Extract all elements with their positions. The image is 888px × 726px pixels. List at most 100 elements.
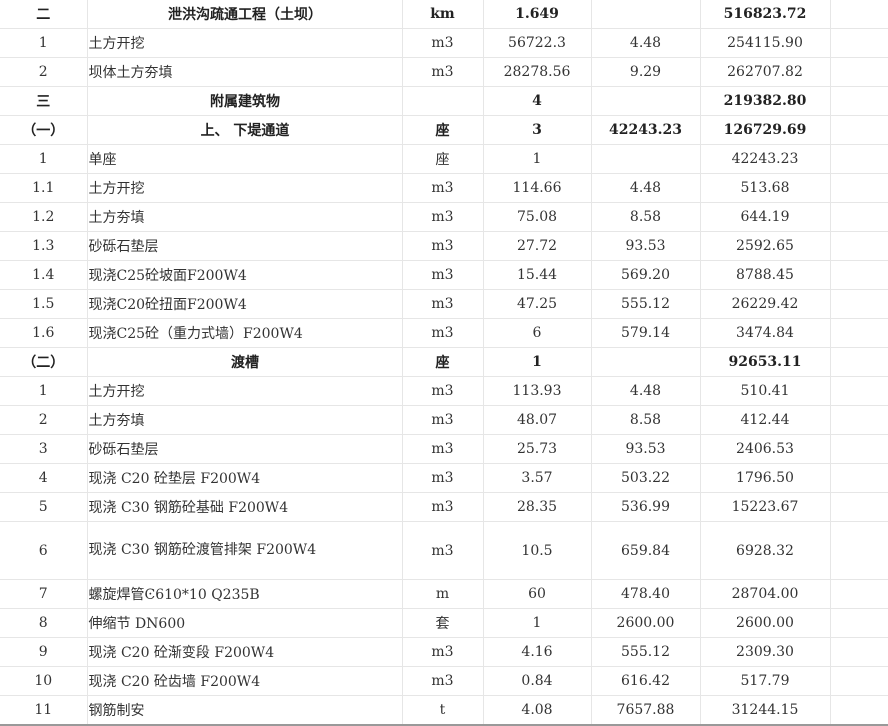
amount-cell: 28704.00 [699,579,831,609]
empty-cell [829,260,888,290]
empty-cell [829,115,888,145]
table-row: 1.4 现浇C25砼坡面F200W4 m3 15.44 569.20 8788.45 [0,260,888,290]
unit-cell: m3 [401,231,484,261]
quantity-cell: 4 [482,86,592,116]
unit-price-cell: 659.84 [590,521,701,580]
amount-cell: 92653.11 [699,347,831,377]
item-number-cell: （一） [0,115,88,145]
unit-price-cell: 7657.88 [590,695,701,726]
unit-price-cell: 579.14 [590,318,701,348]
amount-cell: 31244.15 [699,695,831,726]
item-name-cell: 渡槽 [86,347,403,377]
amount-cell: 2309.30 [699,637,831,667]
amount-cell: 2600.00 [699,608,831,638]
unit-cell: m3 [401,434,484,464]
item-number-cell: 9 [0,637,88,667]
quantity-cell: 0.84 [482,666,592,696]
quantity-cell: 3.57 [482,463,592,493]
item-number-cell: 1.6 [0,318,88,348]
unit-price-cell: 8.58 [590,202,701,232]
quantity-cell: 113.93 [482,376,592,406]
item-number-cell: 三 [0,86,88,116]
item-name-cell: 钢筋制安 [86,695,403,726]
unit-price-cell: 93.53 [590,434,701,464]
unit-cell: m3 [401,666,484,696]
item-name-cell: 坝体土方夯填 [86,57,403,87]
quantity-cell: 1 [482,347,592,377]
item-name-cell: 土方夯填 [86,405,403,435]
empty-cell [829,521,888,580]
unit-cell: m3 [401,376,484,406]
quantity-cell: 3 [482,115,592,145]
quantity-cell: 60 [482,579,592,609]
empty-cell [829,0,888,29]
unit-cell: m [401,579,484,609]
amount-cell: 644.19 [699,202,831,232]
quantity-cell: 28.35 [482,492,592,522]
unit-cell: m3 [401,173,484,203]
item-name-cell: 现浇 C20 砼垫层 F200W4 [86,463,403,493]
item-name-cell: 泄洪沟疏通工程（土坝） [86,0,403,29]
quantity-cell: 1 [482,144,592,174]
empty-cell [829,86,888,116]
item-number-cell: 1.2 [0,202,88,232]
item-name-cell: 土方开挖 [86,173,403,203]
unit-price-cell [590,144,701,174]
quantity-cell: 28278.56 [482,57,592,87]
empty-cell [829,202,888,232]
unit-price-cell: 9.29 [590,57,701,87]
unit-cell: m3 [401,463,484,493]
item-name-cell: 现浇 C30 钢筋砼基础 F200W4 [86,492,403,522]
quantity-cell: 47.25 [482,289,592,319]
empty-cell [829,28,888,58]
item-number-cell: 11 [0,695,88,726]
unit-price-cell [590,347,701,377]
table-row: 7 螺旋焊管Ͼ610*10 Q235B m 60 478.40 28704.00 [0,579,888,609]
quantity-cell: 15.44 [482,260,592,290]
unit-price-cell: 555.12 [590,637,701,667]
table-row: （二） 渡槽座 1 92653.11 [0,347,888,377]
quantity-cell: 27.72 [482,231,592,261]
empty-cell [829,666,888,696]
empty-cell [829,579,888,609]
unit-cell: 座 [401,144,484,174]
amount-cell: 8788.45 [699,260,831,290]
unit-price-cell: 569.20 [590,260,701,290]
table-row: 1 单座座 1 42243.23 [0,144,888,174]
quantity-cell: 10.5 [482,521,592,580]
item-number-cell: 5 [0,492,88,522]
table-row: 1.6 现浇C25砼（重力式墙）F200W4 m3 6 579.14 3474.84 [0,318,888,348]
empty-cell [829,434,888,464]
unit-cell: m3 [401,202,484,232]
unit-cell: 套 [401,608,484,638]
quantity-cell: 114.66 [482,173,592,203]
amount-cell: 15223.67 [699,492,831,522]
unit-price-cell: 478.40 [590,579,701,609]
item-name-cell: 现浇C20砼扭面F200W4 [86,289,403,319]
amount-cell: 517.79 [699,666,831,696]
table-row: 5 现浇 C30 钢筋砼基础 F200W4 m3 28.35 536.99 15223.6… [0,492,888,522]
item-number-cell: 6 [0,521,88,580]
table-row: 6 现浇 C30 钢筋砼渡管排架 F200W4 m3 10.5 659.84 6928.3… [0,521,888,580]
table-row: 9 现浇 C20 砼渐变段 F200W4 m3 4.16 555.12 2309.30 [0,637,888,667]
table-row: 1.1 土方开挖 m3 114.66 4.48 513.68 [0,173,888,203]
unit-cell: m3 [401,405,484,435]
unit-price-cell [590,86,701,116]
item-name-cell: 现浇 C30 钢筋砼渡管排架 F200W4 [86,521,403,580]
unit-price-cell: 555.12 [590,289,701,319]
amount-cell: 2592.65 [699,231,831,261]
unit-cell: t [401,695,484,726]
empty-cell [829,492,888,522]
amount-cell: 510.41 [699,376,831,406]
item-number-cell: 8 [0,608,88,638]
item-number-cell: 3 [0,434,88,464]
amount-cell: 513.68 [699,173,831,203]
item-name-cell: 现浇C25砼（重力式墙）F200W4 [86,318,403,348]
item-name-cell: 土方开挖 [86,28,403,58]
table-row: 2 土方夯填 m3 48.07 8.58 412.44 [0,405,888,435]
empty-cell [829,144,888,174]
quantity-cell: 1.649 [482,0,592,29]
item-name-cell: 土方开挖 [86,376,403,406]
unit-cell: m3 [401,637,484,667]
